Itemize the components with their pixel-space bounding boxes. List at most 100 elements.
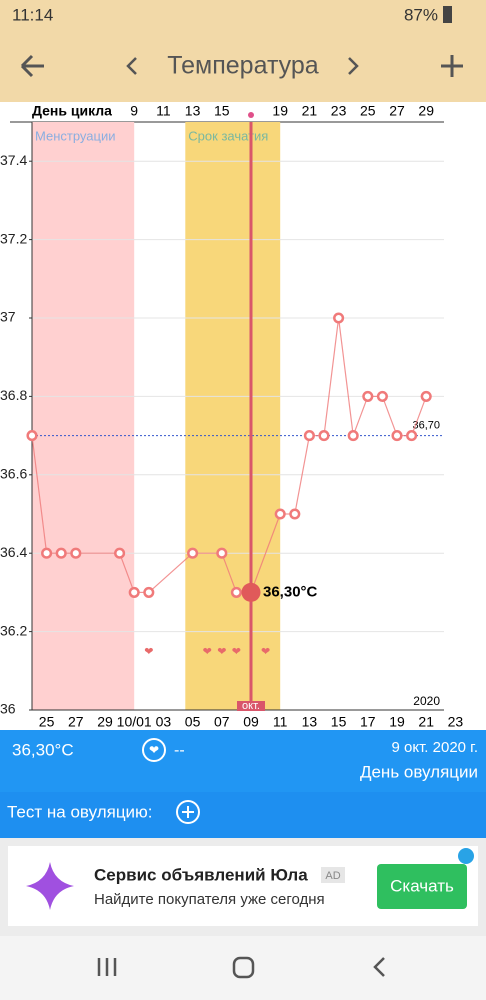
y-tick-label: 36.4 bbox=[0, 544, 27, 560]
heart-button[interactable] bbox=[142, 738, 166, 762]
x-tick-label: 19 bbox=[389, 714, 405, 730]
cycle-day: 9 bbox=[130, 103, 138, 119]
x-tick-label: 23 bbox=[448, 714, 464, 730]
point bbox=[143, 586, 155, 598]
heart: ❤ bbox=[261, 646, 270, 658]
plot: Менструации Срок зачатия 36 36.2 36.4 36.6 36.… bbox=[0, 103, 463, 730]
ad-button[interactable] bbox=[377, 864, 467, 909]
cycle-day: 15 bbox=[214, 103, 230, 119]
ad-text: Найдите покупателя уже сегодня bbox=[94, 891, 325, 908]
connector bbox=[148, 552, 194, 593]
cycle-day: 13 bbox=[185, 103, 201, 119]
region bbox=[185, 122, 281, 710]
y-tick-label: 37.2 bbox=[0, 230, 27, 246]
connector bbox=[411, 396, 427, 436]
test-label: Тест на овуляцию: bbox=[7, 802, 153, 821]
summary-date: 9 окт. 2020 г. bbox=[392, 739, 478, 756]
month-bg bbox=[237, 701, 265, 711]
nav-recent[interactable] bbox=[97, 958, 117, 976]
ad-badge-bg bbox=[321, 867, 345, 883]
cycle-day: 21 bbox=[302, 103, 318, 119]
connector bbox=[221, 552, 237, 593]
test-add[interactable] bbox=[176, 800, 200, 824]
next[interactable] bbox=[348, 57, 359, 75]
point bbox=[55, 547, 67, 559]
summary-temp: 36,30°C bbox=[12, 740, 74, 759]
x-tick-label: 17 bbox=[360, 714, 376, 730]
point-selected bbox=[241, 582, 261, 602]
cycle-day: 23 bbox=[331, 103, 347, 119]
point bbox=[420, 390, 432, 402]
point bbox=[406, 430, 418, 442]
point bbox=[41, 547, 53, 559]
x-tick-label: 03 bbox=[156, 714, 172, 730]
x-tick-label: 27 bbox=[68, 714, 84, 730]
point bbox=[26, 430, 38, 442]
connector bbox=[31, 435, 48, 554]
prev[interactable] bbox=[126, 57, 137, 75]
y-tick-label: 36.2 bbox=[0, 622, 27, 638]
point bbox=[216, 547, 228, 559]
connector bbox=[338, 317, 354, 436]
title: Температура bbox=[167, 52, 319, 80]
ad-button-label: Скачать bbox=[390, 876, 454, 895]
connector bbox=[119, 552, 135, 593]
add[interactable] bbox=[441, 55, 463, 77]
x-tick-label: 21 bbox=[418, 714, 434, 730]
region-label: Срок зачатия bbox=[188, 128, 268, 143]
y-tick-label: 37 bbox=[0, 309, 16, 325]
x-tick-label: 25 bbox=[39, 714, 55, 730]
heart: ❤ bbox=[217, 646, 226, 658]
nav-bar bbox=[0, 936, 486, 1000]
reference-label: 36,70 bbox=[412, 420, 440, 432]
connector bbox=[381, 396, 398, 436]
point bbox=[289, 508, 301, 520]
point bbox=[303, 430, 315, 442]
point bbox=[114, 547, 126, 559]
x-tick-label: 10/01 bbox=[117, 714, 152, 730]
y-tick-label: 36.6 bbox=[0, 466, 27, 482]
ad-info[interactable] bbox=[458, 848, 474, 864]
y-tick-label: 36.8 bbox=[0, 387, 27, 403]
summary-bar bbox=[0, 730, 486, 792]
month-label: окт. bbox=[242, 700, 260, 712]
year-label: 2020 bbox=[413, 694, 440, 708]
battery: 87% bbox=[404, 5, 438, 24]
x-tick-label: 07 bbox=[214, 714, 230, 730]
point bbox=[376, 390, 388, 402]
time: 11:14 bbox=[12, 5, 53, 24]
nav-home[interactable] bbox=[232, 956, 255, 979]
test-bar bbox=[0, 792, 486, 838]
point bbox=[347, 430, 359, 442]
summary-sex: -- bbox=[174, 742, 185, 759]
x-tick-label: 13 bbox=[302, 714, 318, 730]
cycle-day: 19 bbox=[272, 103, 288, 119]
back[interactable] bbox=[20, 54, 44, 78]
ad-title: Сервис объявлений Юла bbox=[94, 865, 308, 884]
heart: ❤ bbox=[203, 646, 212, 658]
region-label: Менструации bbox=[35, 128, 115, 143]
x-tick-label: 09 bbox=[243, 714, 259, 730]
point bbox=[230, 586, 242, 598]
cycle-day: 25 bbox=[360, 103, 376, 119]
y-tick-label: 37.4 bbox=[0, 152, 27, 168]
summary-status: День овуляции bbox=[360, 762, 478, 781]
value-label: 36,30°C bbox=[263, 583, 318, 600]
header-bg bbox=[0, 0, 486, 102]
nav-back[interactable] bbox=[373, 957, 385, 977]
connector bbox=[323, 317, 340, 436]
point bbox=[128, 586, 140, 598]
x-tick-label: 29 bbox=[97, 714, 113, 730]
connector bbox=[352, 396, 369, 436]
connector bbox=[250, 513, 281, 593]
cycle-day: 29 bbox=[418, 103, 434, 119]
x-tick-label: 05 bbox=[185, 714, 201, 730]
y-tick-label: 36 bbox=[0, 701, 16, 717]
point bbox=[318, 430, 330, 442]
ad-logo bbox=[26, 862, 74, 910]
point bbox=[187, 547, 199, 559]
cycle-day: 11 bbox=[156, 103, 171, 119]
heart: ❤ bbox=[232, 646, 241, 658]
